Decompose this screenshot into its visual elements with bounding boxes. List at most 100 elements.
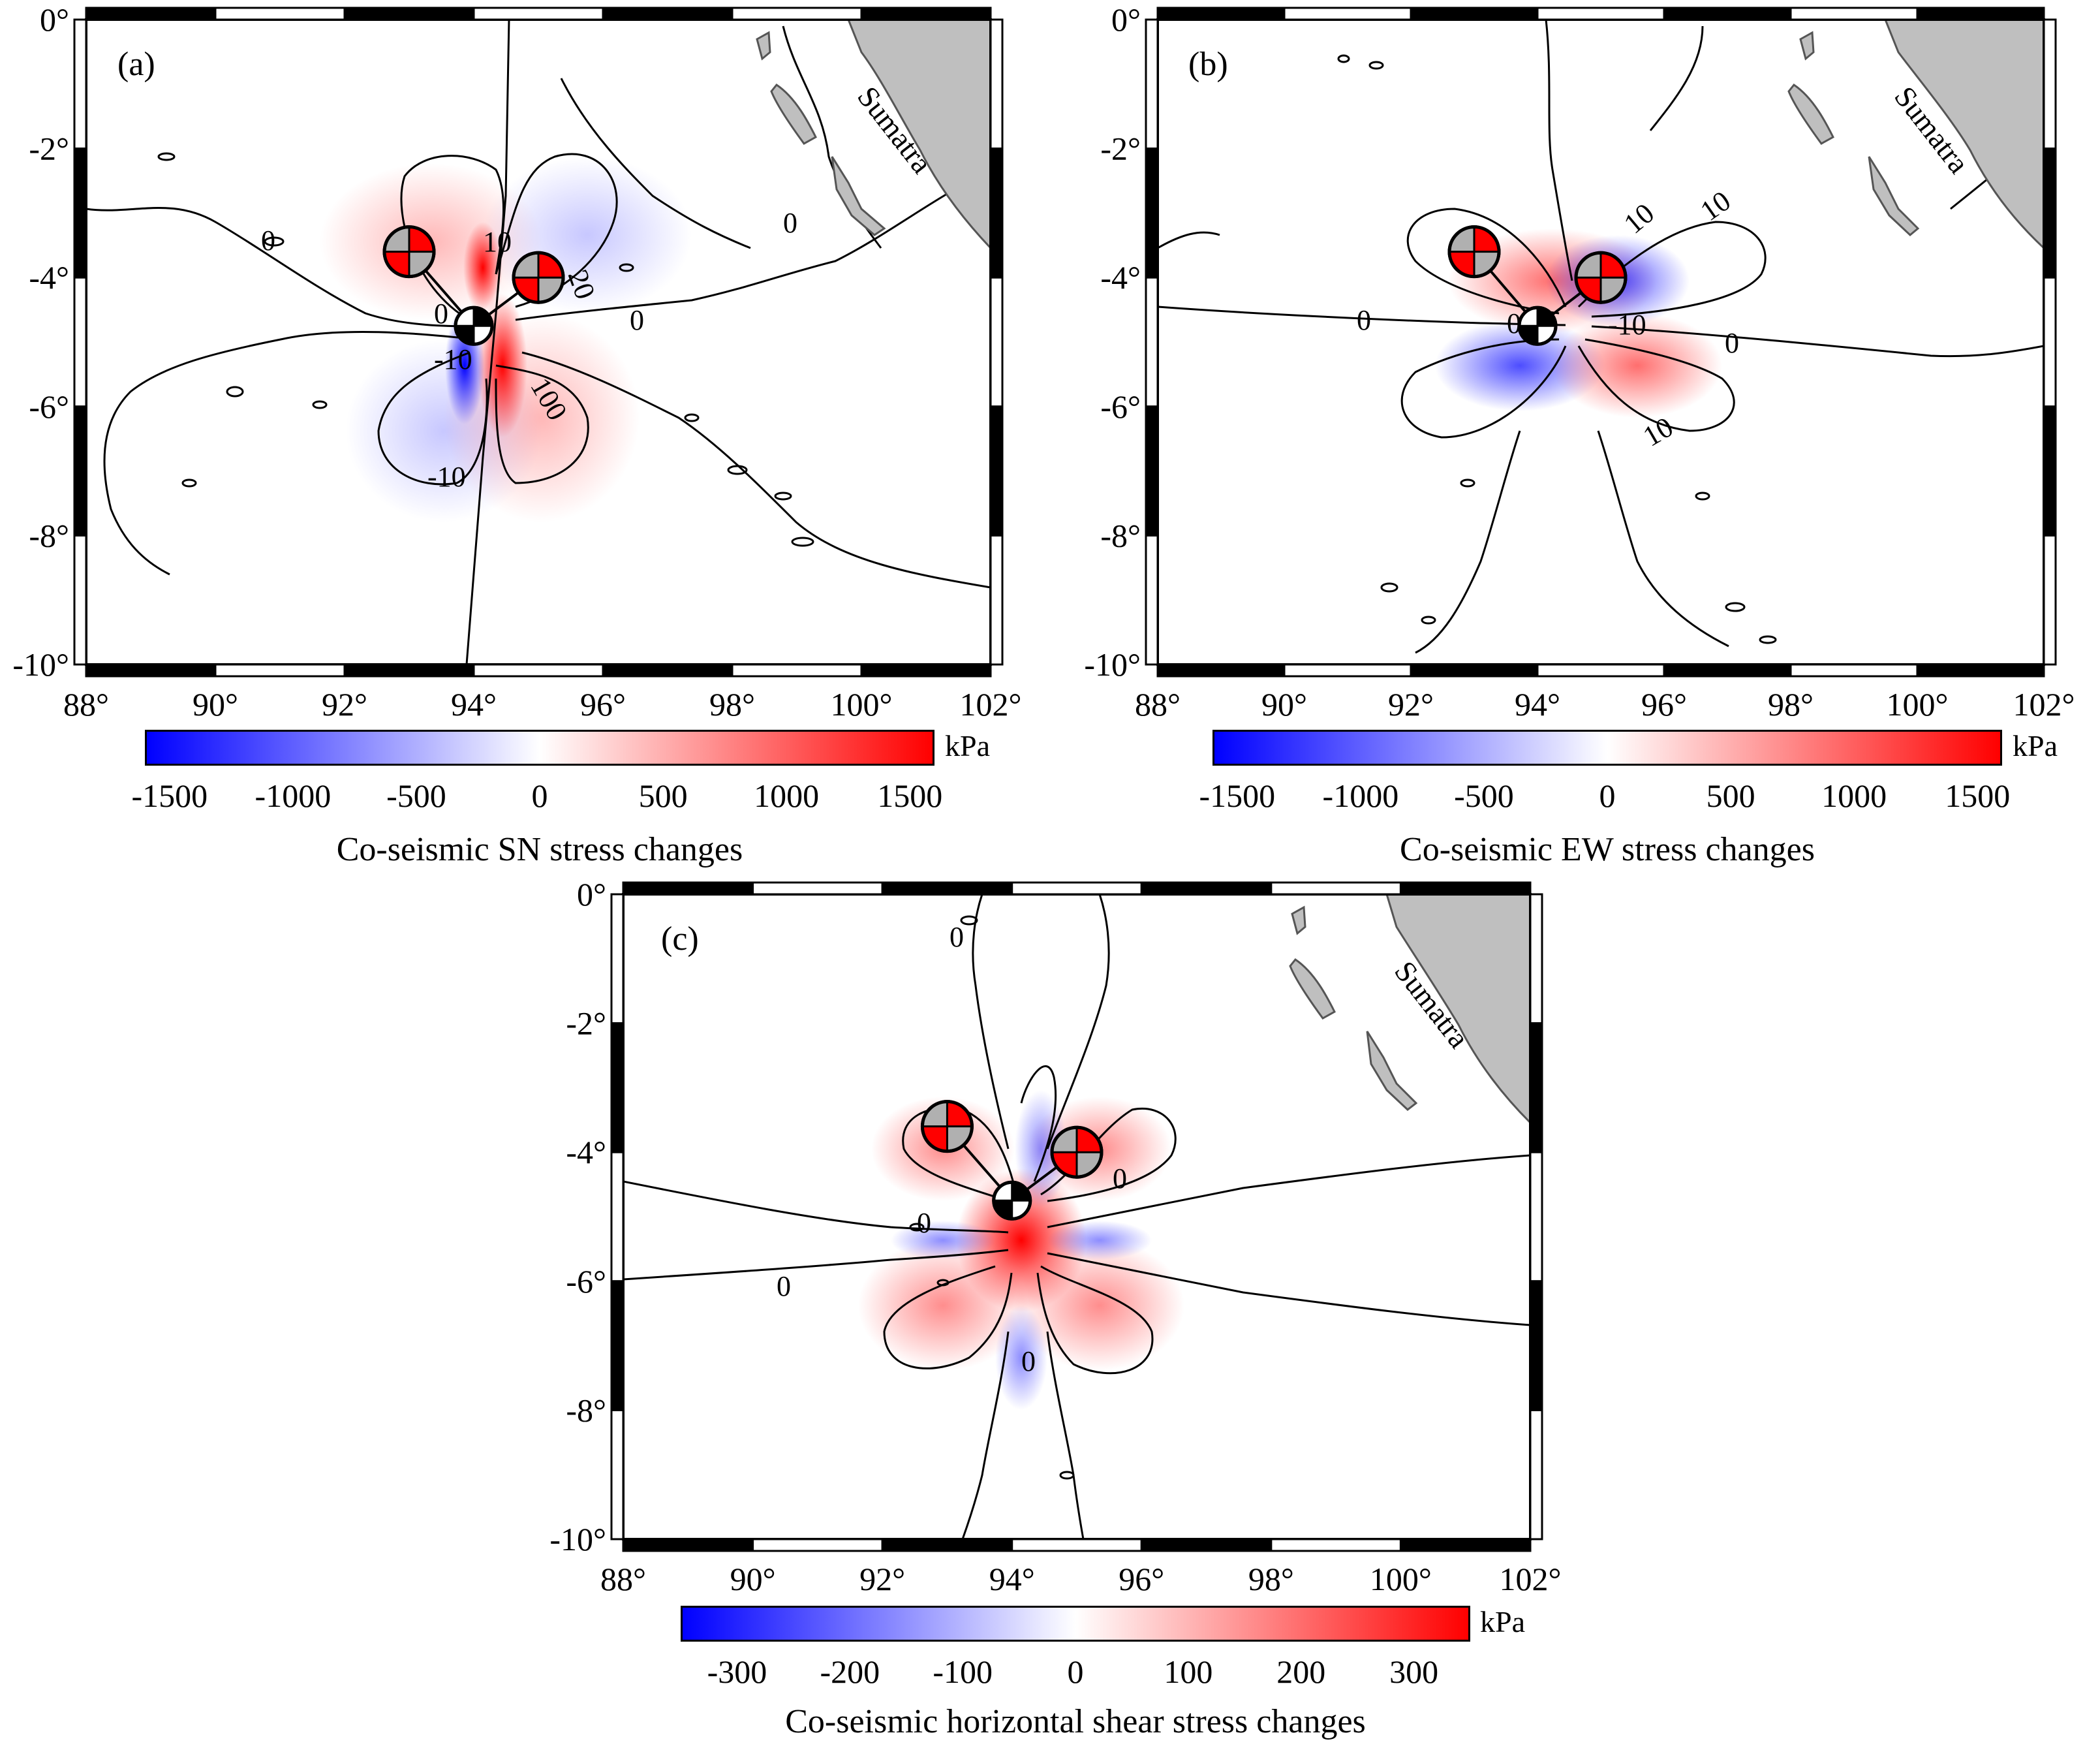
frame-segment (2043, 276, 2057, 408)
frame-segment (1410, 663, 1539, 678)
frame-segment (610, 893, 625, 1025)
stress-lobe (956, 1168, 1087, 1312)
frame-segment (73, 18, 87, 150)
lon-tick-label: 96° (1119, 1561, 1164, 1597)
beachball-event-nw (920, 1100, 974, 1153)
frame-segment (1916, 7, 2045, 21)
contour-islets (909, 915, 1075, 1480)
frame-segment (610, 1022, 625, 1153)
lat-tick-label: 0° (40, 1, 69, 38)
stress-lobe (1047, 1221, 1152, 1260)
frame-segment (881, 881, 1013, 896)
frame-segment (1011, 1538, 1143, 1552)
contour-label: -10 (427, 461, 466, 493)
frame-segment (1916, 663, 2045, 678)
frame-segment (2043, 148, 2057, 279)
frame-segment (73, 148, 87, 279)
contour-label: 0 (950, 921, 964, 953)
sumatra-land (1385, 894, 1530, 1125)
map-panel-a: Sumatra 10 -10 100 20 0 -10 0 0 0 88° 90°… (12, 1, 1021, 723)
colorbar-tick-label: 0 (1599, 777, 1616, 814)
frame-segment (731, 663, 863, 678)
lon-tick-label: 88° (600, 1561, 646, 1597)
lat-tick-label: -2° (566, 1005, 606, 1042)
colorbar-title-b: Co-seismic EW stress changes (1400, 831, 1815, 868)
frame-segment (860, 663, 992, 678)
frame-segment (1399, 881, 1532, 896)
frame-segment (1789, 7, 1919, 21)
colorbar-tick-label: -100 (933, 1653, 993, 1690)
colorbar-unit-a: kPa (945, 729, 990, 762)
frame-segment (610, 1409, 625, 1540)
contour-label: 0 (777, 1270, 791, 1302)
lat-tick-label: -4° (1100, 259, 1141, 296)
lat-tick-label: -6° (1100, 388, 1141, 425)
frame-segment (472, 7, 604, 21)
lon-tick-label: 98° (709, 686, 755, 723)
contour-label: -10 (1608, 309, 1646, 341)
lon-tick-label: 94° (451, 686, 497, 723)
frame-segment (73, 405, 87, 537)
frame-segment (602, 7, 733, 21)
lat-tick-label: -8° (29, 517, 69, 554)
frame-segment (1156, 7, 1286, 21)
contour-label: 0 (1507, 307, 1521, 339)
contour-label: 0 (783, 207, 797, 239)
frame-segment (1270, 881, 1402, 896)
panel-label-b: (b) (1188, 46, 1228, 83)
frame-segment (73, 276, 87, 408)
frame-segment (752, 881, 884, 896)
frame-segment (1283, 7, 1412, 21)
frame-segment (1145, 18, 1159, 150)
lat-tick-label: -8° (566, 1392, 606, 1428)
frame-segment (1529, 893, 1543, 1025)
frame-segment (1145, 276, 1159, 408)
contour-lines (86, 20, 991, 664)
island (1799, 31, 1815, 61)
lon-tick-label: 90° (193, 686, 238, 723)
lon-tick-label: 96° (580, 686, 626, 723)
panel-label-c: (c) (661, 920, 699, 958)
contour-label: 0 (261, 225, 275, 257)
frame-segment (1529, 1022, 1543, 1153)
frame-segment (622, 881, 754, 896)
colorbar-tick-label: 1500 (877, 777, 943, 814)
frame-segment (602, 663, 733, 678)
stress-lobe (1552, 313, 1722, 418)
contour-label: 0 (1357, 304, 1371, 336)
frame-segment (989, 276, 1004, 408)
frame-segment (1663, 663, 1792, 678)
lon-tick-label: 88° (1135, 686, 1181, 723)
colorbar-tick-label: 0 (531, 777, 548, 814)
lon-tick-label: 94° (1515, 686, 1560, 723)
map-panel-b: Sumatra 0 0 -10 0 10 10 10 1 88°90°92°94… (1084, 1, 2075, 723)
map-panel-c: Sumatra 0 0 0 0 0 88° 90° 92° 94° 96° 98° 100°… (549, 876, 1562, 1597)
lon-tick-label: 92° (1388, 686, 1434, 723)
contour-label: 0 (1021, 1345, 1036, 1377)
colorbar-tick-label: -500 (386, 777, 446, 814)
lat-tick-label: -6° (29, 388, 69, 425)
contour-label: 0 (917, 1207, 931, 1239)
colorbar-unit-c: kPa (1480, 1605, 1525, 1638)
frame-segment (2043, 18, 2057, 150)
beachball-event-nw (382, 225, 436, 279)
colorbar-tick-label: 1500 (1945, 777, 2011, 814)
lat-tick-label: 0° (577, 876, 606, 913)
lat-tick-label: -4° (566, 1134, 606, 1170)
frame-segment (2043, 534, 2057, 666)
frame-segment (85, 663, 217, 678)
lon-tick-label: 102° (1500, 1561, 1562, 1597)
frame-segment (881, 1538, 1013, 1552)
island (756, 31, 771, 61)
colorbar-tick-label: 500 (1706, 777, 1755, 814)
frame-segment (214, 7, 346, 21)
frame-segment (343, 7, 475, 21)
contour-label: 0 (1725, 327, 1739, 359)
beachball-event-ne (1050, 1125, 1104, 1179)
colorbar-tick-label: 1000 (754, 777, 820, 814)
frame-segment (1536, 663, 1665, 678)
frame-segment (472, 663, 604, 678)
colorbar-title-c: Co-seismic horizontal shear stress chang… (785, 1703, 1366, 1740)
lon-tick-label: 100° (1887, 686, 1949, 723)
